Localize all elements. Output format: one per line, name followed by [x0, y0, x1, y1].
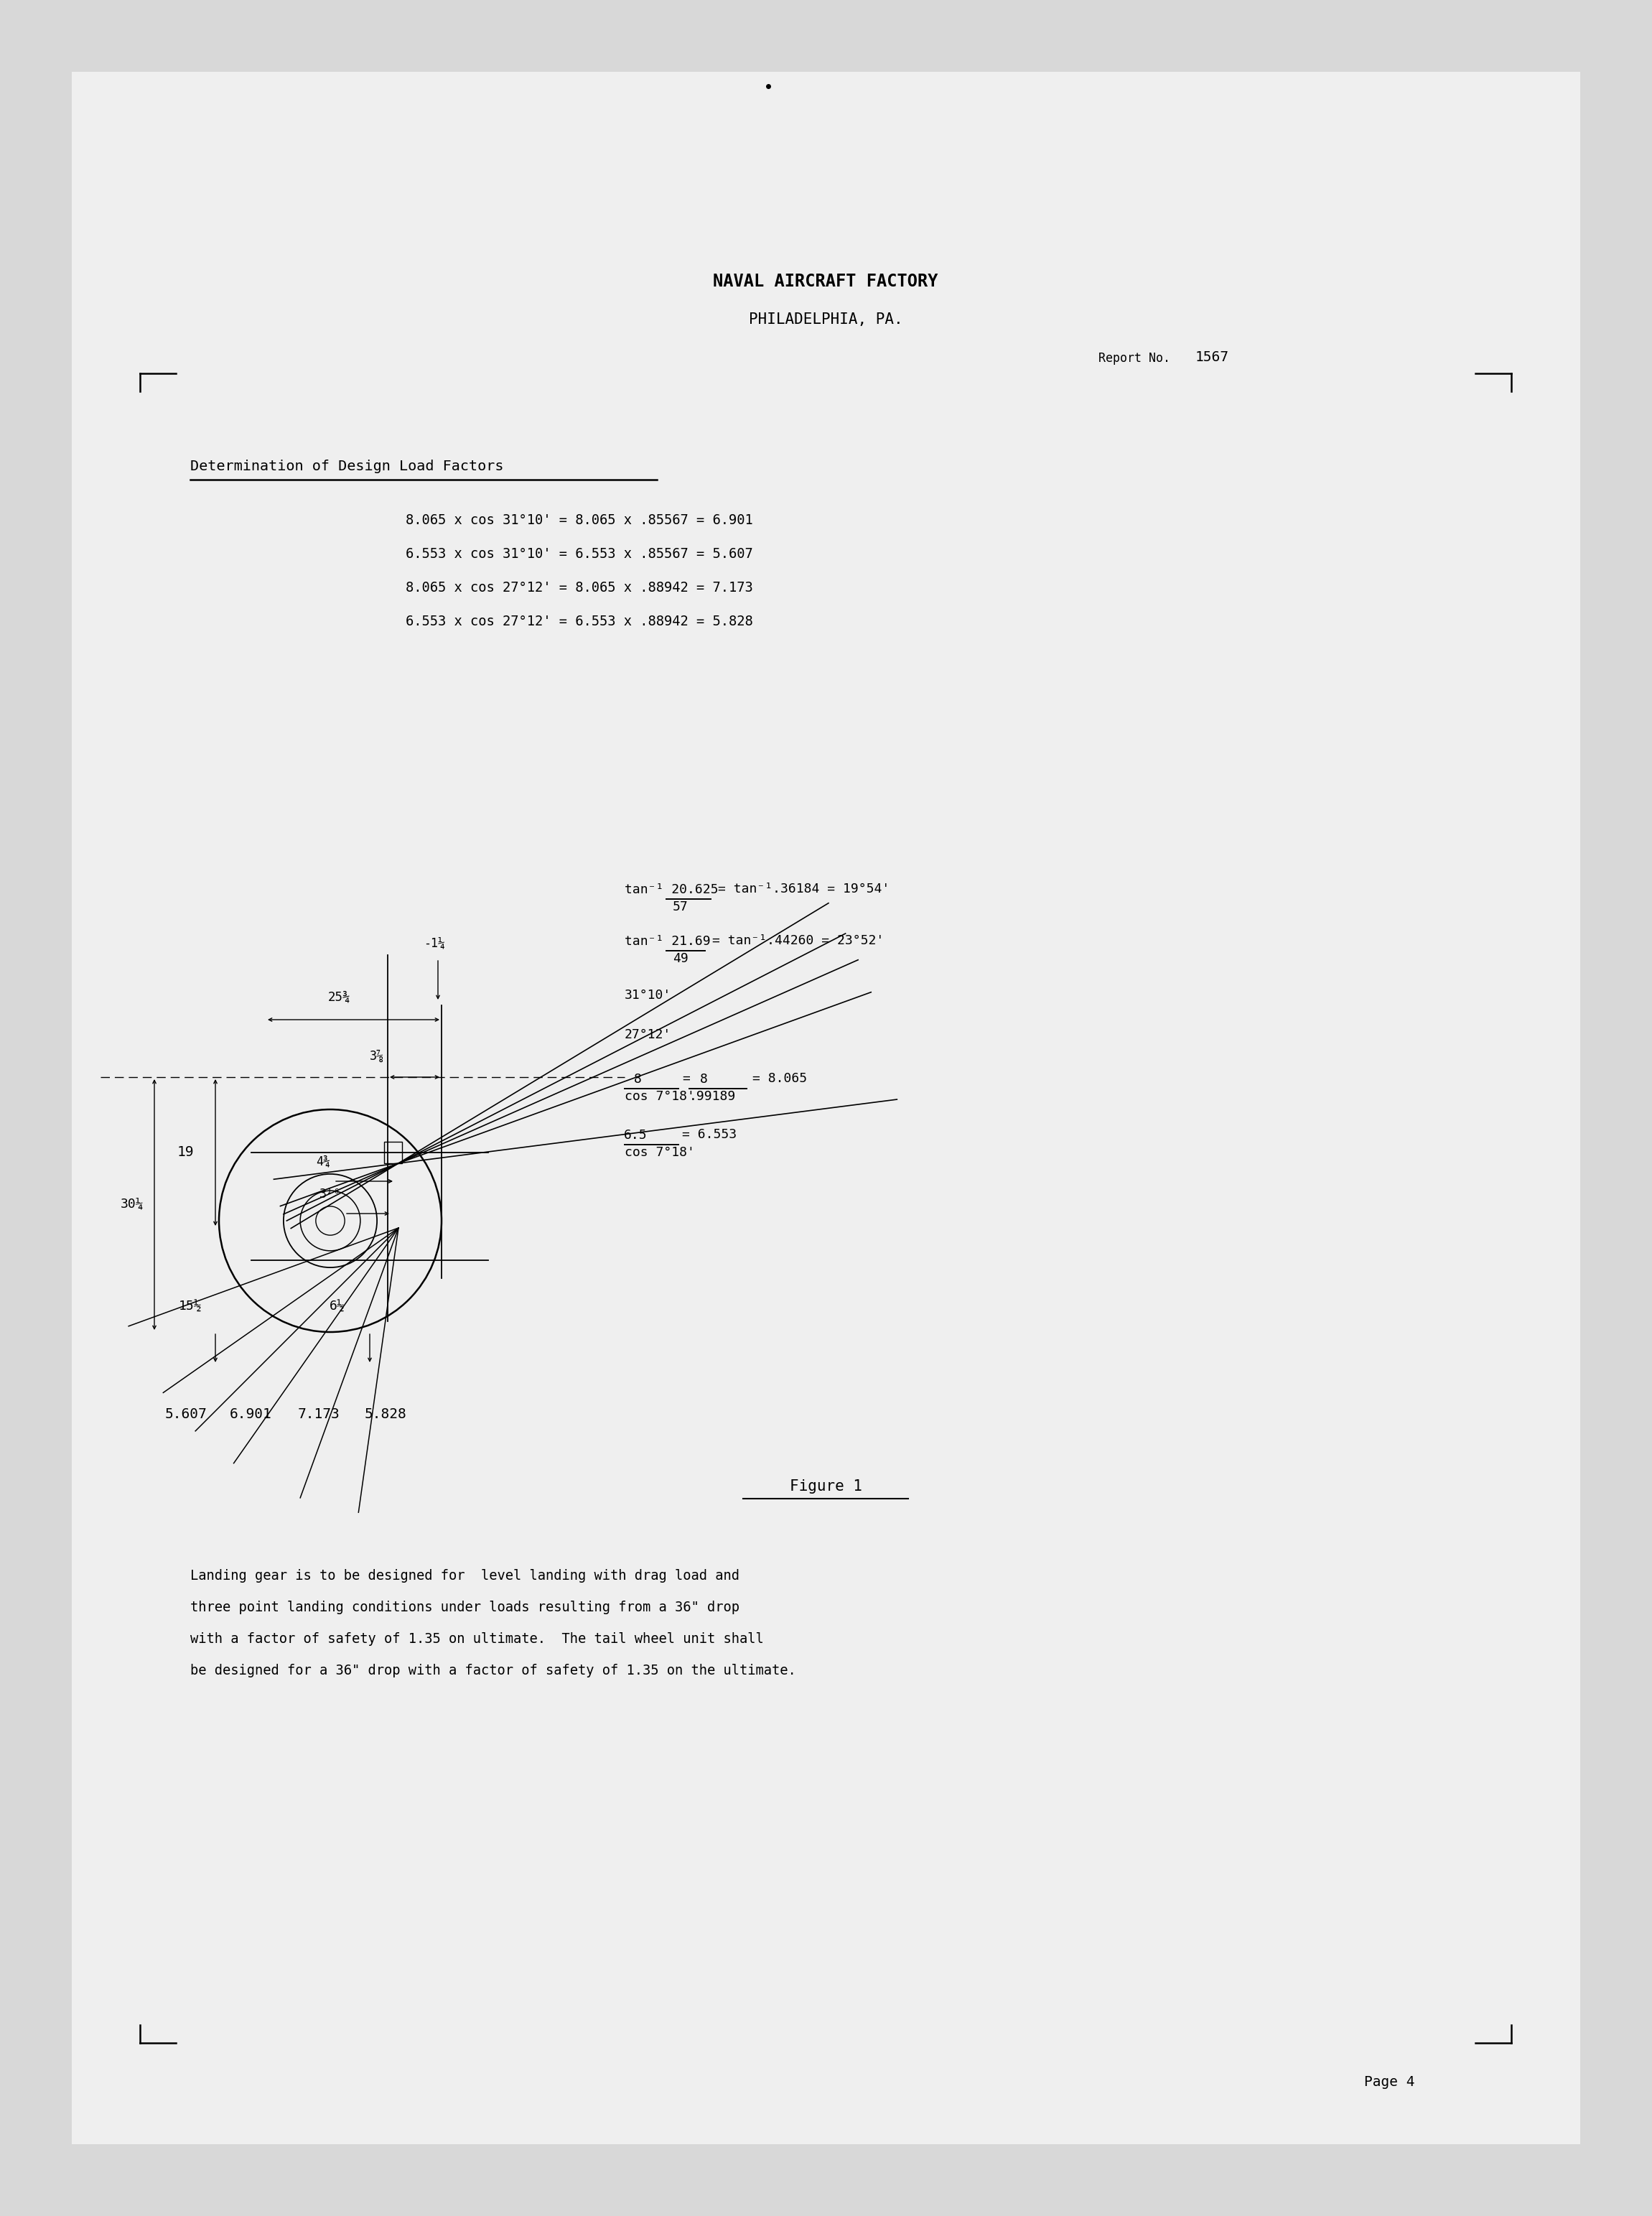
Text: Page 4: Page 4 [1365, 2074, 1414, 2090]
Text: 4¾: 4¾ [316, 1155, 330, 1168]
Text: 49: 49 [672, 953, 689, 966]
Text: cos 7°18': cos 7°18' [624, 1090, 695, 1104]
Text: -1¼: -1¼ [423, 937, 444, 951]
Text: 25¾: 25¾ [327, 991, 350, 1004]
Text: =: = [682, 1073, 691, 1086]
Text: 30¼: 30¼ [121, 1199, 144, 1210]
Text: three point landing conditions under loads resulting from a 36" drop: three point landing conditions under loa… [190, 1600, 740, 1613]
Text: be designed for a 36" drop with a factor of safety of 1.35 on the ultimate.: be designed for a 36" drop with a factor… [190, 1664, 796, 1678]
Text: 5.828: 5.828 [365, 1407, 406, 1420]
Text: 27°12': 27°12' [624, 1028, 671, 1042]
Text: 8: 8 [700, 1073, 707, 1086]
Text: = tan⁻¹.44260 = 23°52': = tan⁻¹.44260 = 23°52' [712, 935, 884, 946]
Text: = 8.065: = 8.065 [752, 1073, 808, 1086]
Text: 1567: 1567 [1196, 350, 1229, 363]
Text: 8.065 x cos 31°10' = 8.065 x .85567 = 6.901: 8.065 x cos 31°10' = 8.065 x .85567 = 6.… [406, 514, 753, 527]
Text: Report No.: Report No. [1099, 352, 1170, 366]
Text: 8.065 x cos 27°12' = 8.065 x .88942 = 7.173: 8.065 x cos 27°12' = 8.065 x .88942 = 7.… [406, 581, 753, 594]
Text: 57: 57 [672, 900, 689, 913]
Text: 3⅞: 3⅞ [370, 1050, 385, 1064]
Text: Figure 1: Figure 1 [790, 1480, 862, 1494]
Text: Landing gear is to be designed for  level landing with drag load and: Landing gear is to be designed for level… [190, 1569, 740, 1582]
Text: 19: 19 [177, 1146, 193, 1159]
Text: 6½: 6½ [330, 1301, 345, 1314]
Text: .99189: .99189 [689, 1090, 737, 1104]
Text: = 6.553: = 6.553 [682, 1128, 737, 1141]
Text: cos 7°18': cos 7°18' [624, 1146, 695, 1159]
Text: 7.173: 7.173 [297, 1407, 340, 1420]
Text: tan⁻¹ 20.625: tan⁻¹ 20.625 [624, 884, 719, 895]
Text: 5.607: 5.607 [165, 1407, 206, 1420]
Text: = tan⁻¹.36184 = 19°54': = tan⁻¹.36184 = 19°54' [719, 882, 890, 895]
Text: 15½: 15½ [178, 1301, 202, 1314]
Text: 6.5: 6.5 [624, 1128, 648, 1141]
Text: 3¹⁶: 3¹⁶ [319, 1188, 340, 1201]
Text: 6.901: 6.901 [230, 1407, 273, 1420]
Text: with a factor of safety of 1.35 on ultimate.  The tail wheel unit shall: with a factor of safety of 1.35 on ultim… [190, 1633, 763, 1646]
Bar [385, 1141, 401, 1163]
Text: 6.553 x cos 31°10' = 6.553 x .85567 = 5.607: 6.553 x cos 31°10' = 6.553 x .85567 = 5.… [406, 547, 753, 561]
Text: 6.553 x cos 27°12' = 6.553 x .88942 = 5.828: 6.553 x cos 27°12' = 6.553 x .88942 = 5.… [406, 614, 753, 629]
Text: NAVAL AIRCRAFT FACTORY: NAVAL AIRCRAFT FACTORY [714, 273, 938, 290]
Text: PHILADELPHIA, PA.: PHILADELPHIA, PA. [748, 312, 902, 326]
Text: 8: 8 [634, 1073, 641, 1086]
Text: 31°10': 31°10' [624, 988, 671, 1002]
Text: Determination of Design Load Factors: Determination of Design Load Factors [190, 459, 504, 474]
Text: tan⁻¹ 21.69: tan⁻¹ 21.69 [624, 935, 710, 948]
